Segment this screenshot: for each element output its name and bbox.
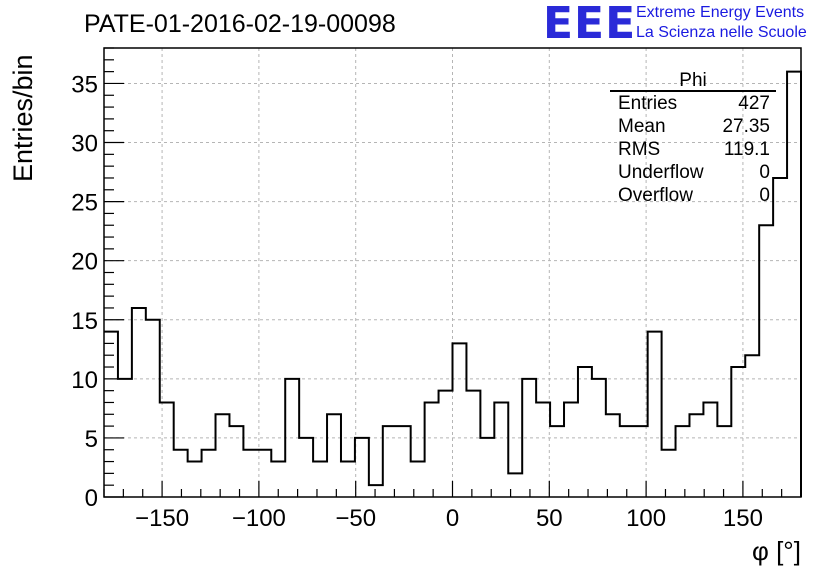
y-axis-label: Entries/bin <box>8 54 38 182</box>
stats-label: Underflow <box>618 162 704 183</box>
y-tick-label: 0 <box>85 485 98 512</box>
x-tick-label: 150 <box>723 505 763 532</box>
histogram-bin <box>480 438 494 497</box>
stats-label: RMS <box>618 139 661 160</box>
histogram-bin <box>453 343 467 497</box>
stats-value: 119.1 <box>723 139 770 160</box>
y-tick-label: 30 <box>71 131 98 158</box>
histogram-bin <box>132 308 146 497</box>
histogram-bin <box>355 438 369 497</box>
histogram-bin <box>522 379 536 497</box>
histogram-bin <box>425 402 439 497</box>
histogram-bin <box>620 426 634 497</box>
chart-title: PATE-01-2016-02-19-00098 <box>84 10 396 38</box>
histogram-bin <box>731 367 745 497</box>
histogram-bin <box>202 450 216 497</box>
histogram-bin <box>676 426 690 497</box>
stats-row-underflow: Underflow 0 <box>610 161 776 184</box>
histogram-bin <box>439 391 453 497</box>
histogram-bin <box>313 462 327 497</box>
histogram-bin <box>592 379 606 497</box>
histogram-bin <box>243 450 257 497</box>
histogram-bin <box>773 178 787 497</box>
histogram-bin <box>745 355 759 497</box>
stats-value: 427 <box>738 93 770 114</box>
histogram-bin <box>369 485 383 497</box>
y-tick-label: 15 <box>71 308 98 335</box>
histogram-bin <box>536 402 550 497</box>
stats-value: 27.35 <box>722 116 770 137</box>
y-tick-label: 25 <box>71 190 98 217</box>
x-tick-label: −50 <box>335 505 376 532</box>
x-tick-label: −100 <box>232 505 286 532</box>
histogram-bin <box>759 225 773 497</box>
histogram-bin <box>717 426 731 497</box>
histogram-bin <box>146 320 160 497</box>
stats-label: Mean <box>618 116 666 137</box>
y-tick-label: 20 <box>71 249 98 276</box>
x-tick-label: 100 <box>626 505 666 532</box>
histogram-bin <box>689 414 703 497</box>
x-tick-label: 50 <box>536 505 563 532</box>
histogram-bin <box>383 426 397 497</box>
y-tick-label: 5 <box>85 426 98 453</box>
stats-row-overflow: Overflow 0 <box>610 184 776 207</box>
histogram-bin <box>648 332 662 497</box>
stats-value: 0 <box>759 162 770 183</box>
y-tick-label: 10 <box>71 367 98 394</box>
histogram-bin <box>787 72 801 497</box>
logo-subtitle-line2: La Scienza nelle Scuole <box>636 24 807 41</box>
stats-label: Overflow <box>618 185 693 206</box>
y-tick-label: 35 <box>71 71 98 98</box>
stats-row-mean: Mean 27.35 <box>610 115 776 138</box>
stats-label: Entries <box>618 93 678 114</box>
logo-subtitle-line1: Extreme Energy Events <box>636 4 805 21</box>
stats-value: 0 <box>759 185 770 206</box>
histogram-bin <box>411 462 425 497</box>
histogram-bin <box>466 391 480 497</box>
x-tick-label: −150 <box>135 505 189 532</box>
histogram-bin <box>397 426 411 497</box>
stats-box: Phi Entries 427 Mean 27.35 RMS 119.1 Und… <box>610 71 776 207</box>
stats-row-rms: RMS 119.1 <box>610 138 776 161</box>
histogram-bin <box>494 402 508 497</box>
x-tick-label: 0 <box>446 505 459 532</box>
histogram-bin <box>285 379 299 497</box>
histogram-series-line <box>104 70 802 497</box>
histogram-bin <box>578 367 592 497</box>
histogram-bin <box>606 414 620 497</box>
histogram-bin <box>299 438 313 497</box>
histogram-bin <box>662 450 676 497</box>
histogram-bin <box>327 414 341 497</box>
histogram-bin <box>564 402 578 497</box>
histogram-bin <box>341 462 355 497</box>
histogram-bin <box>174 450 188 497</box>
x-axis-label: φ [°] <box>752 536 801 566</box>
histogram-bin <box>188 462 202 497</box>
histogram-bin <box>229 426 243 497</box>
stats-row-entries: Entries 427 <box>610 92 776 115</box>
histogram-bin <box>550 426 564 497</box>
histogram-bin <box>216 414 230 497</box>
histogram-bin <box>703 402 717 497</box>
stats-title: Phi <box>610 71 776 92</box>
eee-logo: EEE <box>543 0 637 49</box>
